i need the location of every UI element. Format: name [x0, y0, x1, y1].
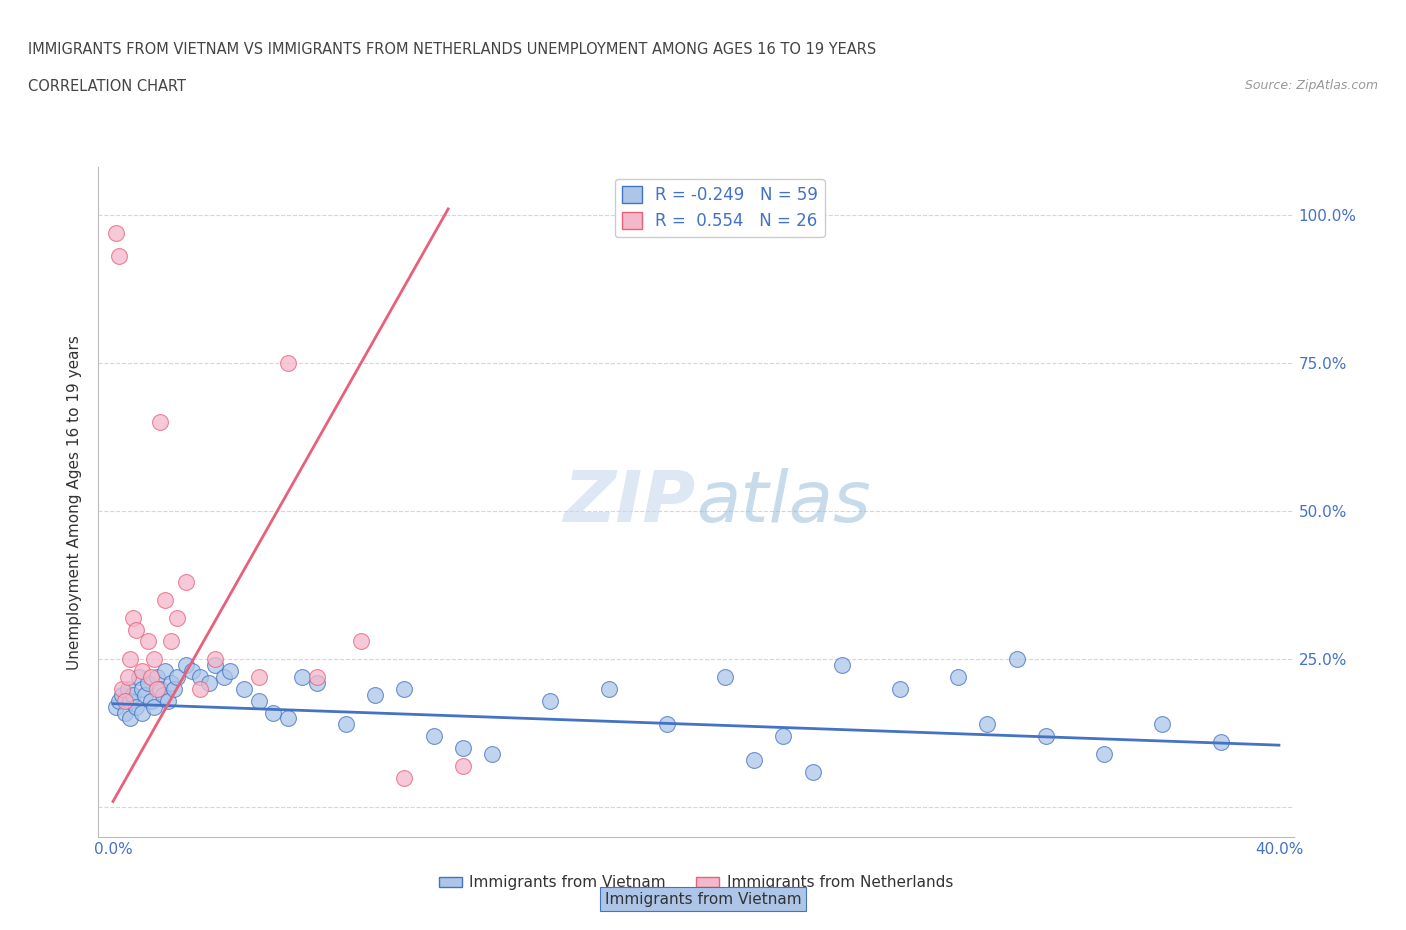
Point [976, 717, 998, 732]
Point [350, 634, 373, 649]
Point [111, 682, 134, 697]
Point [247, 670, 270, 684]
Point [136, 675, 159, 690]
Y-axis label: Unemployment Among Ages 16 to 19 years: Unemployment Among Ages 16 to 19 years [67, 335, 83, 670]
Point [190, 682, 212, 697]
Point [160, 675, 183, 690]
Point [291, 670, 314, 684]
Point [122, 610, 145, 625]
Point [174, 575, 197, 590]
Point [128, 670, 150, 684]
Point [1209, 735, 1232, 750]
Point [104, 225, 127, 240]
Point [120, 652, 142, 667]
Point [801, 764, 824, 779]
Point [117, 670, 139, 684]
Point [152, 687, 174, 702]
Point [335, 717, 357, 732]
Point [114, 693, 136, 708]
Point [131, 682, 153, 697]
Point [139, 693, 162, 708]
Text: atlas: atlas [696, 468, 870, 537]
Point [655, 717, 678, 732]
Point [212, 670, 235, 684]
Point [155, 592, 177, 607]
Point [451, 759, 474, 774]
Point [1152, 717, 1174, 732]
Point [598, 682, 620, 697]
Point [139, 670, 162, 684]
Text: Immigrants from Vietnam: Immigrants from Vietnam [605, 892, 801, 907]
Point [125, 622, 148, 637]
Point [166, 610, 188, 625]
Point [142, 699, 165, 714]
Point [394, 682, 416, 697]
Point [394, 770, 416, 785]
Point [149, 415, 172, 430]
Point [742, 752, 765, 767]
Point [108, 693, 131, 708]
Point [1035, 729, 1057, 744]
Point [948, 670, 970, 684]
Point [204, 652, 226, 667]
Point [117, 682, 139, 697]
Point [160, 634, 183, 649]
Point [305, 670, 328, 684]
Text: CORRELATION CHART: CORRELATION CHART [28, 79, 186, 94]
Point [451, 740, 474, 755]
Point [422, 729, 444, 744]
Point [305, 675, 328, 690]
Point [538, 693, 561, 708]
Point [481, 747, 503, 762]
Point [131, 664, 153, 679]
Point [831, 658, 853, 672]
Point [155, 664, 177, 679]
Point [364, 687, 387, 702]
Point [114, 705, 136, 720]
Legend: Immigrants from Vietnam, Immigrants from Netherlands: Immigrants from Vietnam, Immigrants from… [433, 870, 959, 897]
Text: ZIP: ZIP [564, 468, 696, 537]
Point [277, 711, 299, 726]
Point [198, 675, 221, 690]
Point [145, 670, 167, 684]
Point [247, 693, 270, 708]
Point [190, 670, 212, 684]
Point [131, 705, 153, 720]
Point [104, 699, 127, 714]
Point [134, 687, 156, 702]
Point [122, 687, 145, 702]
Point [120, 711, 142, 726]
Text: IMMIGRANTS FROM VIETNAM VS IMMIGRANTS FROM NETHERLANDS UNEMPLOYMENT AMONG AGES 1: IMMIGRANTS FROM VIETNAM VS IMMIGRANTS FR… [28, 42, 876, 57]
Point [142, 652, 165, 667]
Point [277, 355, 299, 370]
Point [204, 658, 226, 672]
Point [136, 634, 159, 649]
Point [149, 682, 172, 697]
Point [108, 249, 131, 264]
Point [1092, 747, 1115, 762]
Point [262, 705, 284, 720]
Point [163, 682, 186, 697]
Point [125, 699, 148, 714]
Point [1005, 652, 1028, 667]
Point [157, 693, 180, 708]
Point [111, 687, 134, 702]
Point [218, 664, 240, 679]
Point [233, 682, 256, 697]
Point [889, 682, 911, 697]
Text: Source: ZipAtlas.com: Source: ZipAtlas.com [1244, 79, 1378, 92]
Point [120, 693, 142, 708]
Point [714, 670, 737, 684]
Point [180, 664, 202, 679]
Point [772, 729, 794, 744]
Point [145, 682, 167, 697]
Point [166, 670, 188, 684]
Point [174, 658, 197, 672]
